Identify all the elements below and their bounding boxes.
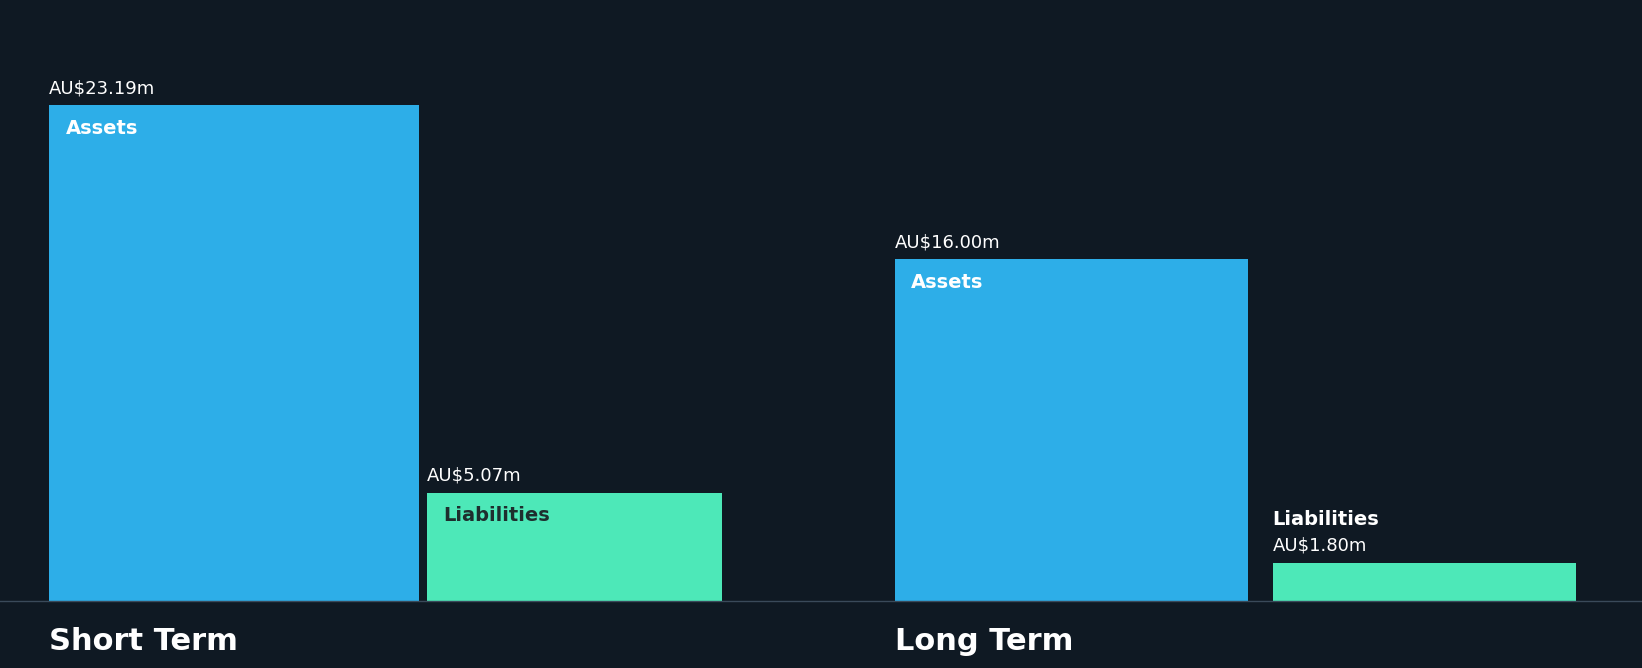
Bar (427, 493, 722, 601)
Text: AU$16.00m: AU$16.00m (895, 233, 1000, 251)
Text: Long Term: Long Term (895, 627, 1074, 656)
Text: Assets: Assets (911, 273, 984, 291)
Text: Liabilities: Liabilities (1273, 510, 1379, 529)
Bar (1273, 562, 1576, 601)
Text: AU$23.19m: AU$23.19m (49, 79, 156, 98)
Text: Assets: Assets (66, 119, 138, 138)
Text: AU$5.07m: AU$5.07m (427, 467, 522, 485)
Text: AU$1.80m: AU$1.80m (1273, 536, 1366, 554)
Bar (895, 259, 1248, 601)
Text: Short Term: Short Term (49, 627, 238, 656)
Text: Liabilities: Liabilities (443, 506, 550, 525)
Bar (49, 106, 419, 601)
